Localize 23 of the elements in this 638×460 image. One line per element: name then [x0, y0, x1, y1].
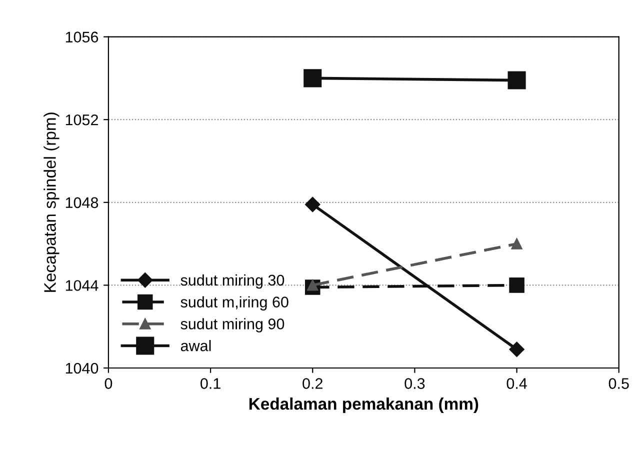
- x-tick-label: 0.1: [200, 378, 220, 389]
- point: [509, 278, 524, 293]
- x-tick-label: 0.3: [404, 378, 425, 389]
- point: [511, 238, 522, 250]
- y-tick-label: 1048: [66, 197, 98, 208]
- point: [305, 196, 320, 212]
- legend-label: sudut miring 90: [180, 318, 284, 332]
- x-axis-title: Kedalaman pemakanan (mm): [249, 398, 478, 414]
- point: [508, 71, 526, 90]
- y-tick-label: 1044: [66, 280, 98, 291]
- x-tick-label: 0.5: [608, 378, 629, 389]
- legend-label: sudut m,iring 60: [180, 296, 288, 310]
- point: [304, 69, 322, 88]
- legend-label: awal: [180, 340, 211, 352]
- x-tick-label: 0: [104, 378, 112, 389]
- legend-label: sudut miring 30: [180, 274, 284, 289]
- y-tick-label: 1052: [66, 114, 98, 126]
- point: [509, 342, 524, 357]
- y-tick-label: 1056: [66, 32, 98, 42]
- x-tick-label: 0.2: [302, 378, 322, 389]
- y-axis-title: Kecapatan spindel (rpm): [44, 112, 60, 292]
- y-tick-label: 1040: [66, 362, 98, 374]
- x-tick-label: 0.4: [506, 378, 527, 389]
